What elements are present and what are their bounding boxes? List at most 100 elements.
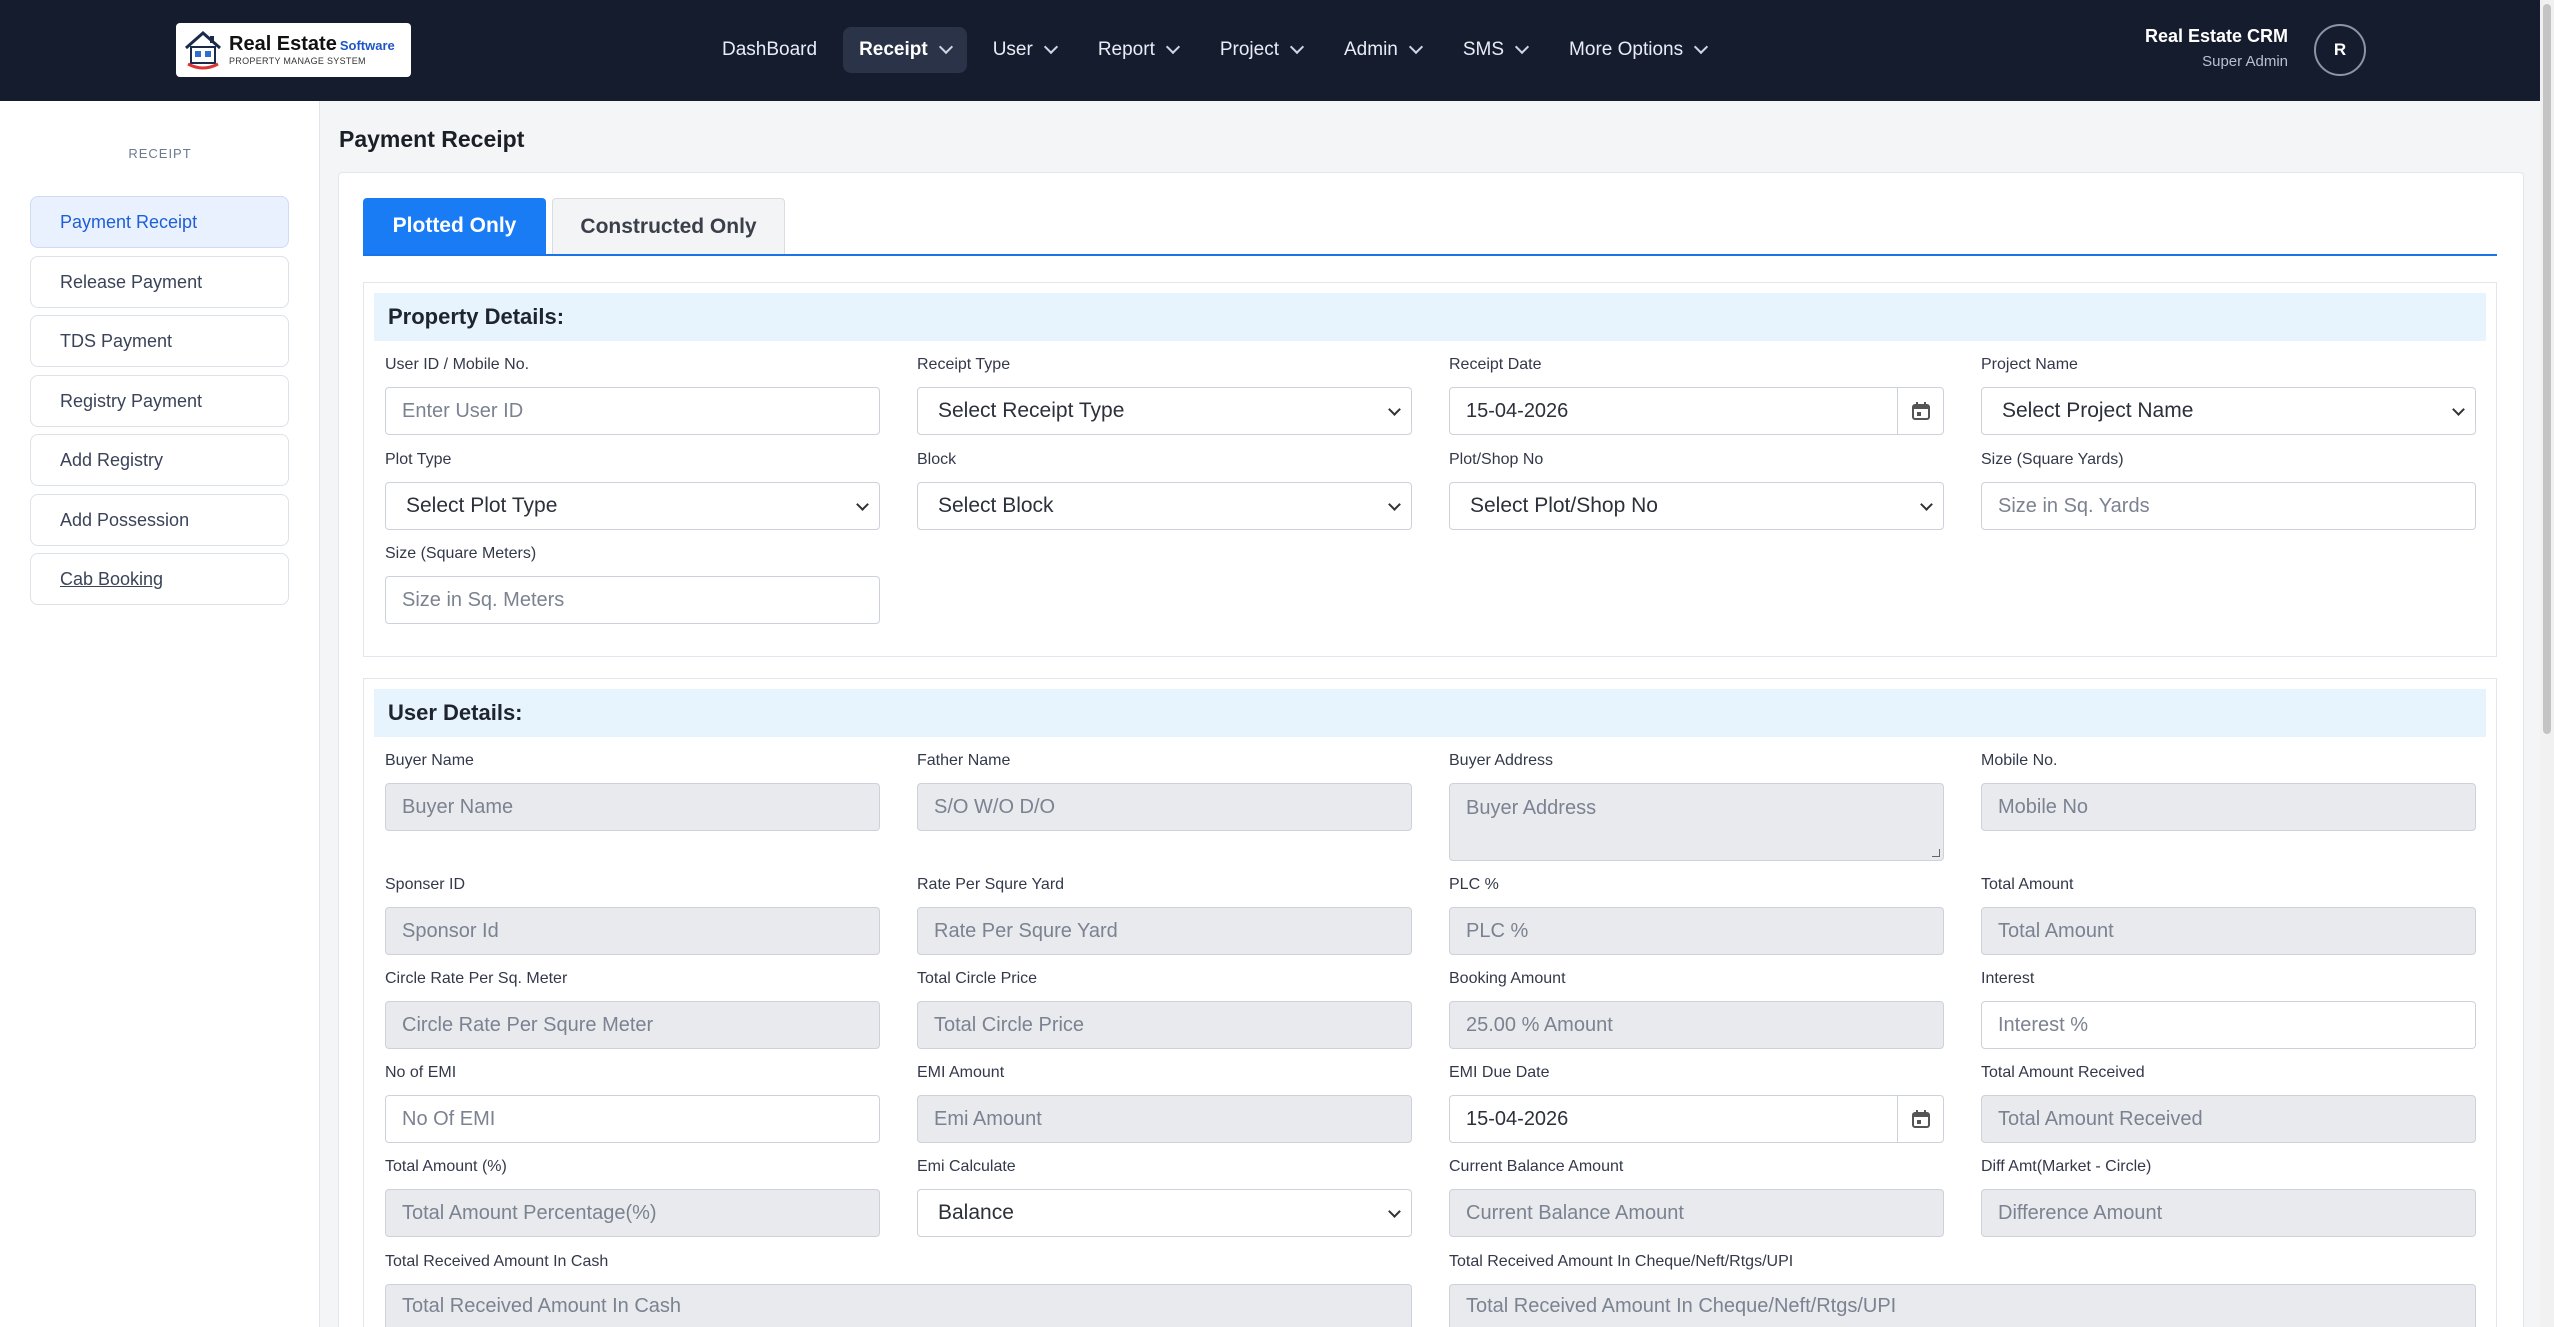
buyer-address-label: Buyer Address <box>1449 752 1554 769</box>
sidebar-item-label: Add Possession <box>60 509 190 530</box>
received-cheque-input[interactable]: Total Received Amount In Cheque/Neft/Rtg… <box>1449 1284 2476 1327</box>
user-info: Real Estate CRM Super Admin <box>2110 26 2288 70</box>
size-meters-label: Size (Square Meters) <box>385 545 537 562</box>
sponsor-id-input[interactable]: Sponsor Id <box>385 907 880 955</box>
circle-rate-input[interactable]: Circle Rate Per Squre Meter <box>385 1001 880 1049</box>
nav-report[interactable]: Report <box>1082 27 1194 73</box>
received-cash-label: Total Received Amount In Cash <box>385 1253 609 1270</box>
chevron-down-icon <box>1165 39 1180 55</box>
block-label: Block <box>917 451 957 468</box>
sidebar-item-payment-receipt[interactable]: Payment Receipt <box>30 196 289 248</box>
booking-amount-input[interactable]: 25.00 % Amount <box>1449 1001 1944 1049</box>
receipt-type-label: Receipt Type <box>917 356 1011 373</box>
brand-logo[interactable]: Real Estate Software PROPERTY MANAGE SYST… <box>176 23 411 77</box>
nav-label: Report <box>1097 39 1155 60</box>
sidebar-item-tds-payment[interactable]: TDS Payment <box>30 315 289 367</box>
brand-title: Real Estate <box>229 33 337 55</box>
tab-constructed-only[interactable]: Constructed Only <box>552 198 785 254</box>
nav-label: More Options <box>1569 39 1684 60</box>
plc-input[interactable]: PLC % <box>1449 907 1944 955</box>
nav-user[interactable]: User <box>977 27 1072 73</box>
avatar[interactable]: R <box>2314 24 2366 76</box>
no-of-emi-label: No of EMI <box>385 1064 457 1081</box>
user-details-section: User Details: <box>363 678 2497 1327</box>
emi-due-date-input[interactable]: 15-04-2026 <box>1449 1095 1944 1143</box>
chevron-down-icon <box>1388 403 1401 416</box>
diff-amt-input[interactable]: Difference Amount <box>1981 1189 2476 1237</box>
father-name-label: Father Name <box>917 752 1011 769</box>
total-amount-label: Total Amount <box>1981 876 2074 893</box>
nav-sms[interactable]: SMS <box>1447 27 1543 73</box>
rate-per-yard-input[interactable]: Rate Per Squre Yard <box>917 907 1412 955</box>
total-circle-price-input[interactable]: Total Circle Price <box>917 1001 1412 1049</box>
calendar-icon[interactable] <box>1897 1096 1943 1142</box>
sidebar-item-release-payment[interactable]: Release Payment <box>30 256 289 308</box>
total-received-input[interactable]: Total Amount Received <box>1981 1095 2476 1143</box>
receipt-type-select[interactable]: Select Receipt Type <box>917 387 1412 435</box>
plc-label: PLC % <box>1449 876 1499 893</box>
total-pct-input[interactable]: Total Amount Percentage(%) <box>385 1189 880 1237</box>
father-name-input[interactable]: S/O W/O D/O <box>917 783 1412 831</box>
size-yards-input[interactable]: Size in Sq. Yards <box>1981 482 2476 530</box>
sidebar-item-label: TDS Payment <box>60 330 173 351</box>
emi-amount-input[interactable]: Emi Amount <box>917 1095 1412 1143</box>
current-balance-input[interactable]: Current Balance Amount <box>1449 1189 1944 1237</box>
nav-admin[interactable]: Admin <box>1328 27 1437 73</box>
emi-due-date-label: EMI Due Date <box>1449 1064 1550 1081</box>
resize-handle-icon[interactable] <box>1932 849 1940 857</box>
sidebar-item-add-possession[interactable]: Add Possession <box>30 494 289 546</box>
no-of-emi-input[interactable]: No Of EMI <box>385 1095 880 1143</box>
section-heading: Property Details: <box>374 293 2486 341</box>
date-value: 15-04-2026 <box>1466 399 1569 422</box>
buyer-name-input[interactable]: Buyer Name <box>385 783 880 831</box>
user-name: Real Estate CRM <box>2144 26 2288 46</box>
emi-amount-label: EMI Amount <box>917 1064 1005 1081</box>
received-cash-input[interactable]: Total Received Amount In Cash <box>385 1284 1412 1327</box>
received-cheque-label: Total Received Amount In Cheque/Neft/Rtg… <box>1449 1253 1794 1270</box>
total-amount-input[interactable]: Total Amount <box>1981 907 2476 955</box>
user-id-input[interactable]: Enter User ID <box>385 387 880 435</box>
buyer-address-textarea[interactable]: Buyer Address <box>1449 783 1944 861</box>
nav-receipt[interactable]: Receipt <box>843 27 967 73</box>
nav-dashboard[interactable]: DashBoard <box>706 27 833 73</box>
sidebar-item-add-registry[interactable]: Add Registry <box>30 434 289 486</box>
plot-type-select[interactable]: Select Plot Type <box>385 482 880 530</box>
receipt-date-input[interactable]: 15-04-2026 <box>1449 387 1944 435</box>
sidebar-item-cab-booking[interactable]: Cab Booking <box>30 553 289 605</box>
buyer-name-label: Buyer Name <box>385 752 474 769</box>
nav-label: Receipt <box>859 39 928 60</box>
plot-no-select[interactable]: Select Plot/Shop No <box>1449 482 1944 530</box>
sidebar: RECEIPT Payment Receipt Release Payment … <box>0 101 320 1327</box>
diff-amt-label: Diff Amt(Market - Circle) <box>1981 1158 2152 1175</box>
chevron-down-icon <box>1408 39 1423 55</box>
nav-project[interactable]: Project <box>1204 27 1318 73</box>
chevron-down-icon <box>2452 403 2465 416</box>
sidebar-item-label: Release Payment <box>60 271 203 292</box>
project-name-select[interactable]: Select Project Name <box>1981 387 2476 435</box>
calendar-icon[interactable] <box>1897 388 1943 434</box>
page-scrollbar[interactable] <box>2540 0 2554 1327</box>
select-value: Select Plot/Shop No <box>1470 494 1658 517</box>
chevron-down-icon <box>1043 39 1058 55</box>
block-select[interactable]: Select Block <box>917 482 1412 530</box>
sidebar-item-registry-payment[interactable]: Registry Payment <box>30 375 289 427</box>
emi-calculate-select[interactable]: Balance <box>917 1189 1412 1237</box>
chevron-down-icon <box>1694 39 1709 55</box>
brand-title-suffix: Software <box>339 38 395 53</box>
current-balance-label: Current Balance Amount <box>1449 1158 1624 1175</box>
scrollbar-thumb[interactable] <box>2543 4 2551 734</box>
circle-rate-label: Circle Rate Per Sq. Meter <box>385 970 568 987</box>
nav-more-options[interactable]: More Options <box>1553 27 1722 73</box>
sidebar-item-label: Payment Receipt <box>60 211 198 232</box>
tab-plotted-only[interactable]: Plotted Only <box>363 198 546 254</box>
sidebar-item-label: Add Registry <box>60 449 164 470</box>
chevron-down-icon <box>1289 39 1305 55</box>
mobile-no-input[interactable]: Mobile No <box>1981 783 2476 831</box>
chevron-down-icon <box>938 39 953 55</box>
interest-input[interactable]: Interest % <box>1981 1001 2476 1049</box>
total-circle-price-label: Total Circle Price <box>917 970 1038 987</box>
size-meters-input[interactable]: Size in Sq. Meters <box>385 576 880 624</box>
chevron-down-icon <box>1514 39 1530 55</box>
select-value: Select Project Name <box>2002 399 2194 422</box>
house-logo-icon <box>185 30 221 70</box>
